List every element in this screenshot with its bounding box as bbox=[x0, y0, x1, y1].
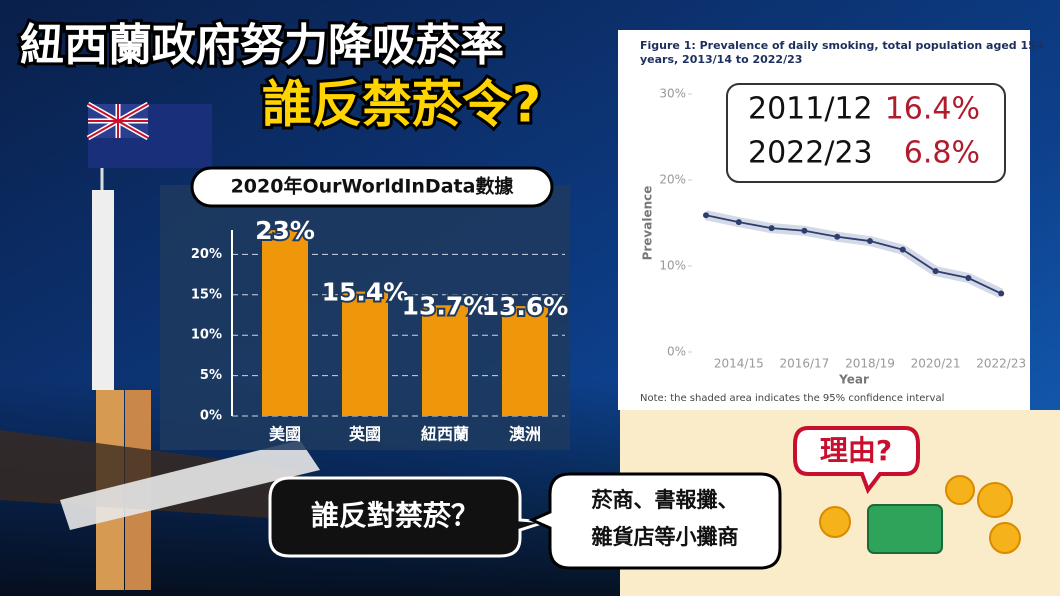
answer-text: 雜貨店等小攤商 bbox=[592, 525, 739, 549]
y-axis-label: Prevalence bbox=[641, 186, 655, 261]
point bbox=[998, 290, 1005, 297]
line bbox=[705, 214, 1002, 295]
x-tick-label: 2018/19 bbox=[845, 357, 895, 371]
point bbox=[801, 227, 808, 234]
answer-text: 菸商、書報攤、 bbox=[592, 488, 739, 512]
question-bubble bbox=[268, 476, 546, 558]
flag-cross-red bbox=[87, 103, 149, 139]
annotation-value: 16.4% bbox=[885, 92, 980, 127]
y-tick-label: 5% bbox=[200, 368, 222, 383]
point bbox=[703, 212, 709, 219]
coin bbox=[989, 522, 1021, 554]
y-tick-label: 10% bbox=[659, 259, 686, 273]
annotation-box bbox=[726, 83, 1006, 183]
bar bbox=[262, 230, 308, 416]
answer-bubble bbox=[528, 472, 782, 570]
coin bbox=[819, 506, 851, 538]
y-tick-label: 0% bbox=[200, 409, 222, 424]
y-tick-label: 20% bbox=[659, 173, 686, 187]
money-icon bbox=[819, 475, 1021, 554]
line-title: Figure 1: Prevalence of daily smoking, t… bbox=[640, 39, 1045, 66]
cash bbox=[867, 504, 943, 554]
note: Note: the shaded area indicates the 95% … bbox=[640, 393, 944, 404]
x-tick-label: 2016/17 bbox=[779, 357, 829, 371]
headline: 紐西蘭政府努力降吸菸率 bbox=[20, 20, 504, 71]
coin bbox=[977, 482, 1013, 518]
reason-bubble bbox=[793, 426, 920, 495]
reason-text: 理由? bbox=[820, 434, 892, 467]
bar-title: 2020年OurWorldInData數據 bbox=[231, 175, 515, 198]
value-label: 23% bbox=[255, 216, 315, 245]
annotation-label: 2011/12 bbox=[748, 92, 873, 127]
bar bbox=[342, 291, 388, 416]
point bbox=[867, 238, 873, 245]
point bbox=[834, 233, 841, 240]
y-tick-label: 15% bbox=[191, 287, 222, 302]
y-tick-label: 20% bbox=[191, 247, 222, 262]
x-tick-label: 2014/15 bbox=[714, 357, 764, 371]
x-tick-label: 英國 bbox=[348, 425, 381, 444]
headline-sub: 誰反禁菸令? bbox=[262, 76, 541, 134]
x-axis-label: Year bbox=[838, 373, 869, 387]
value-label: 15.4% bbox=[322, 278, 409, 307]
x-tick-label: 2020/21 bbox=[911, 357, 961, 371]
x-tick-label: 澳洲 bbox=[509, 425, 541, 444]
point bbox=[899, 246, 906, 253]
point bbox=[932, 268, 939, 275]
coin bbox=[945, 475, 975, 505]
bar bbox=[422, 305, 468, 416]
x-tick-label: 紐西蘭 bbox=[421, 425, 469, 444]
point bbox=[768, 225, 775, 232]
cigarette-lying bbox=[60, 440, 320, 530]
x-tick-label: 美國 bbox=[269, 425, 301, 444]
point bbox=[735, 219, 742, 226]
y-tick-label: 10% bbox=[191, 328, 222, 343]
annotation-value: 6.8% bbox=[904, 136, 980, 171]
value-label: 13.7% bbox=[402, 291, 489, 320]
x-tick-label: 2022/23 bbox=[976, 357, 1026, 371]
annotation-label: 2022/23 bbox=[748, 136, 873, 171]
question-text: 誰反對禁菸？ bbox=[311, 499, 479, 532]
bar bbox=[502, 306, 548, 416]
point bbox=[965, 275, 972, 282]
bar-title-pill bbox=[190, 166, 554, 208]
y-tick-label: 30% bbox=[659, 87, 686, 101]
cigarette bbox=[92, 190, 114, 390]
value-label: 13.6% bbox=[482, 292, 569, 321]
y-tick-label: 0% bbox=[667, 345, 686, 359]
